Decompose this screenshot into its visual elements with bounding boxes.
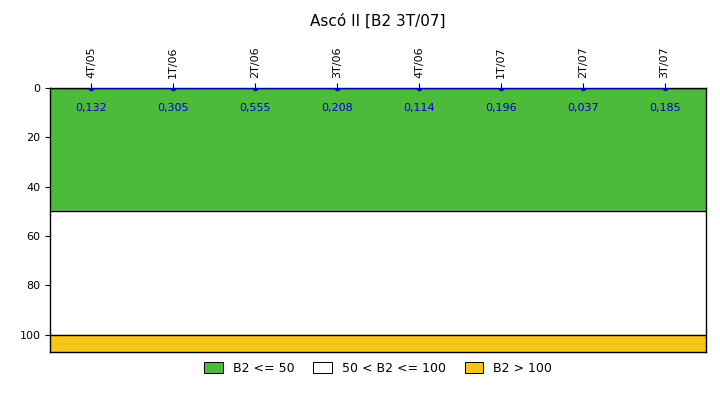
- Text: 0,555: 0,555: [240, 103, 271, 113]
- Bar: [50, 335, 706, 352]
- Text: 0,196: 0,196: [485, 103, 517, 113]
- Text: 0,305: 0,305: [158, 103, 189, 113]
- Text: 0,114: 0,114: [403, 103, 435, 113]
- Text: 0,185: 0,185: [649, 103, 680, 113]
- Bar: [50, 88, 706, 211]
- Bar: [50, 211, 706, 335]
- Text: 0,132: 0,132: [76, 103, 107, 113]
- Text: 0,037: 0,037: [567, 103, 598, 113]
- Legend: B2 <= 50, 50 < B2 <= 100, B2 > 100: B2 <= 50, 50 < B2 <= 100, B2 > 100: [199, 357, 557, 380]
- Text: 0,208: 0,208: [321, 103, 353, 113]
- Title: Ascó II [B2 3T/07]: Ascó II [B2 3T/07]: [310, 13, 446, 28]
